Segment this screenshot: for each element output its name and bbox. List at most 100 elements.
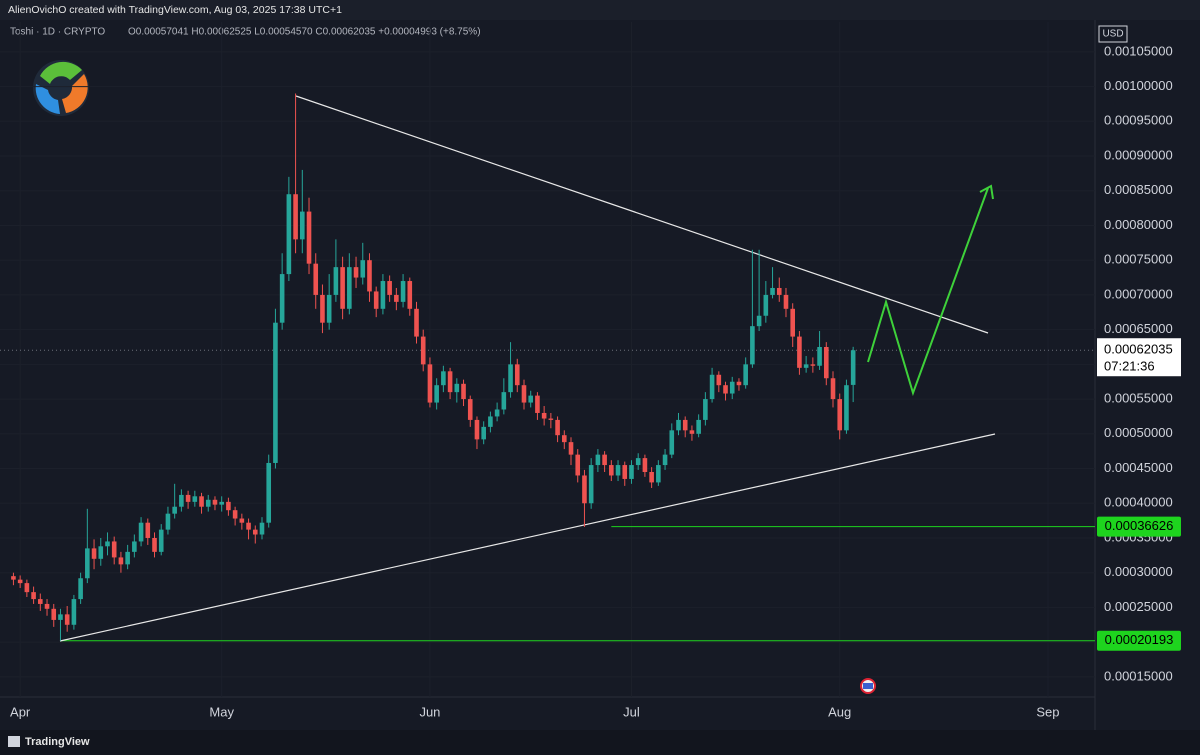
candle-body bbox=[494, 409, 500, 417]
candle-body bbox=[682, 419, 688, 431]
candle-body bbox=[17, 579, 23, 584]
candle-body bbox=[817, 347, 822, 366]
candle-body bbox=[709, 374, 715, 400]
candle-body bbox=[649, 472, 654, 483]
y-tick-label: 0.00015000 bbox=[1104, 668, 1173, 683]
ohlc-legend: O0.00057041 H0.00062525 L0.00054570 C0.0… bbox=[128, 27, 481, 38]
y-tick-label: 0.00050000 bbox=[1104, 425, 1173, 440]
x-tick-label: Aug bbox=[828, 704, 851, 719]
candle-body bbox=[313, 263, 319, 295]
candle-body bbox=[723, 385, 728, 394]
candle-body bbox=[286, 194, 292, 275]
candle-body bbox=[447, 371, 453, 393]
candle-body bbox=[689, 430, 695, 434]
countdown-label: 07:21:36 bbox=[1104, 359, 1155, 374]
flag-field bbox=[863, 683, 873, 689]
candle-body bbox=[246, 522, 251, 530]
candle-body bbox=[239, 518, 245, 523]
candle-body bbox=[541, 412, 547, 419]
x-tick-label: Jun bbox=[419, 704, 440, 719]
y-tick-label: 0.00080000 bbox=[1104, 217, 1173, 232]
candle-body bbox=[514, 364, 520, 386]
candle-body bbox=[810, 364, 816, 366]
candle-body bbox=[380, 281, 386, 309]
candle-body bbox=[561, 435, 567, 443]
y-tick-label: 0.00075000 bbox=[1104, 252, 1173, 267]
candle-body bbox=[588, 465, 594, 504]
support-line bbox=[59, 433, 996, 642]
y-tick-label: 0.00025000 bbox=[1104, 599, 1173, 614]
candle-body bbox=[575, 454, 581, 476]
candle-body bbox=[219, 501, 224, 505]
candle-body bbox=[669, 430, 675, 455]
footer-bar bbox=[0, 730, 1200, 755]
header-bar bbox=[0, 0, 1200, 20]
candle-body bbox=[521, 385, 527, 403]
candle-body bbox=[615, 465, 621, 476]
candle-body bbox=[783, 294, 789, 309]
candle-body bbox=[118, 557, 124, 565]
candles bbox=[11, 93, 856, 641]
levels bbox=[0, 349, 1095, 642]
y-tick-label: 0.00090000 bbox=[1104, 147, 1173, 162]
event-flag bbox=[860, 678, 876, 694]
candle-body bbox=[837, 399, 843, 431]
candle-body bbox=[642, 458, 648, 472]
candle-body bbox=[105, 541, 110, 547]
level-label: 0.00036626 bbox=[1105, 518, 1174, 533]
candle-body bbox=[400, 281, 406, 302]
drawings bbox=[59, 95, 996, 642]
candle-body bbox=[467, 399, 473, 420]
x-tick-label: Sep bbox=[1036, 704, 1059, 719]
candle-body bbox=[414, 308, 419, 337]
candle-body bbox=[454, 383, 460, 393]
candle-body bbox=[252, 529, 258, 535]
candle-body bbox=[662, 454, 668, 466]
y-tick-label: 0.00070000 bbox=[1104, 286, 1173, 301]
candle-body bbox=[58, 614, 63, 620]
candle-body bbox=[266, 462, 272, 523]
candle-body bbox=[756, 315, 762, 327]
candle-body bbox=[78, 578, 83, 600]
candle-body bbox=[635, 458, 641, 466]
candle-body bbox=[205, 499, 211, 507]
candle-body bbox=[165, 513, 171, 530]
candle-body bbox=[676, 419, 681, 431]
currency-box: USD bbox=[1098, 25, 1128, 43]
candle-body bbox=[226, 501, 231, 511]
candle-body bbox=[729, 381, 735, 394]
candle-body bbox=[488, 416, 493, 427]
candle-body bbox=[232, 510, 238, 519]
credit: AlienOvichO created with TradingView.com… bbox=[8, 4, 342, 16]
candle-body bbox=[333, 267, 339, 295]
candle-body bbox=[407, 281, 413, 309]
currency-frame bbox=[1098, 25, 1128, 43]
x-tick-label: May bbox=[209, 704, 234, 719]
candle-body bbox=[582, 475, 587, 504]
projection-arrowhead bbox=[979, 184, 994, 200]
candle-body bbox=[91, 548, 97, 559]
currency: USD bbox=[1102, 29, 1123, 40]
candle-body bbox=[179, 494, 184, 507]
candle-body bbox=[31, 592, 36, 600]
candle-body bbox=[11, 576, 16, 580]
candle-body bbox=[434, 385, 439, 403]
y-tick-label: 0.00100000 bbox=[1104, 78, 1173, 93]
y-tick-label: 0.00085000 bbox=[1104, 182, 1173, 197]
candle-body bbox=[568, 442, 574, 455]
y-tick-label: 0.00030000 bbox=[1104, 564, 1173, 579]
candle-body bbox=[622, 465, 628, 479]
candle-body bbox=[51, 608, 57, 620]
candle-body bbox=[602, 454, 607, 466]
candle-body bbox=[192, 496, 198, 502]
candle-body bbox=[38, 599, 43, 604]
candle-body bbox=[803, 364, 809, 368]
candle-body bbox=[132, 541, 137, 552]
y-tick-label: 0.00095000 bbox=[1104, 113, 1173, 128]
candle-body bbox=[138, 522, 144, 542]
candle-body bbox=[394, 294, 399, 302]
x-tick-label: Jul bbox=[623, 704, 640, 719]
candle-body bbox=[347, 267, 352, 309]
symbol: Toshi · 1D · CRYPTO bbox=[10, 27, 105, 38]
